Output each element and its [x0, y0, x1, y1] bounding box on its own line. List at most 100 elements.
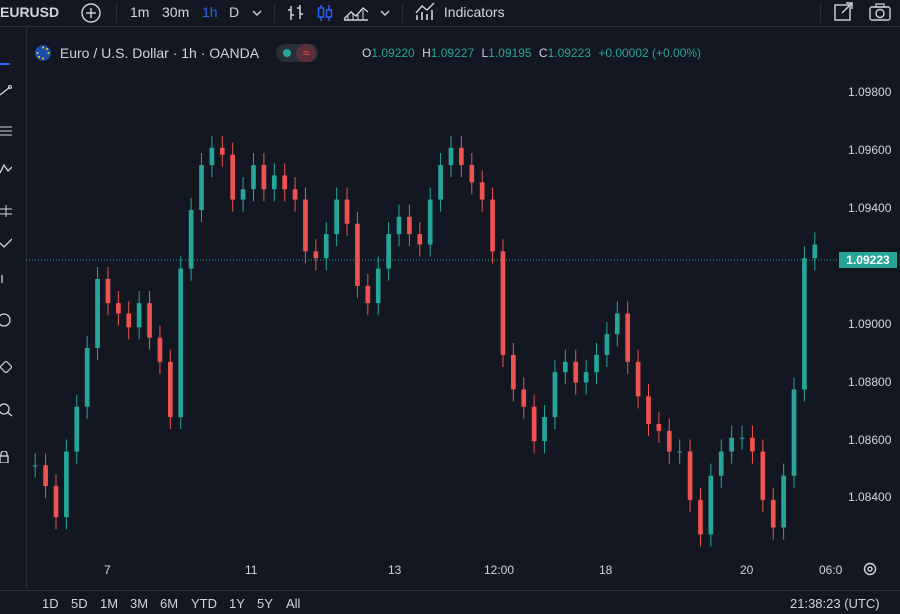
candle-down[interactable] [344, 199, 350, 224]
candle-down[interactable] [261, 165, 267, 190]
bar-chart-button[interactable] [286, 0, 306, 26]
candle-down[interactable] [459, 147, 464, 166]
brush-tool-icon[interactable] [0, 273, 12, 285]
candle-up[interactable] [604, 334, 610, 355]
settings-gear-icon[interactable] [862, 561, 878, 577]
candle-up[interactable] [791, 389, 797, 476]
candle-up[interactable] [199, 165, 204, 210]
candle-up[interactable] [583, 372, 589, 383]
symbol-search[interactable]: EURUSD [0, 4, 60, 20]
screenshot-button[interactable] [868, 0, 892, 26]
candle-up[interactable] [271, 175, 277, 190]
candle-down[interactable] [687, 451, 693, 500]
candle-down[interactable] [157, 337, 163, 362]
candle-up[interactable] [251, 165, 256, 190]
candle-down[interactable] [43, 465, 48, 487]
candle-up[interactable] [729, 437, 734, 452]
range-5d[interactable]: 5D [71, 596, 88, 611]
candle-down[interactable] [490, 199, 495, 252]
candle-up[interactable] [74, 406, 80, 452]
candle-down[interactable] [53, 486, 59, 518]
price-chart[interactable] [26, 27, 838, 562]
candle-up[interactable] [209, 147, 215, 166]
candle-down[interactable] [355, 223, 360, 286]
crosshair-tool[interactable] [0, 63, 10, 65]
candle-down[interactable] [303, 199, 308, 252]
candle-up[interactable] [448, 147, 454, 166]
candle-up[interactable] [427, 199, 433, 245]
interval-d[interactable]: D [229, 4, 240, 20]
range-ytd[interactable]: YTD [191, 596, 217, 611]
fib-tool-icon[interactable] [0, 125, 12, 137]
range-6m[interactable]: 6M [160, 596, 179, 611]
candle-down[interactable] [126, 313, 132, 328]
area-chart-button[interactable] [342, 0, 370, 26]
candle-down[interactable] [635, 361, 641, 397]
candle-up[interactable] [781, 475, 786, 528]
candle-down[interactable] [105, 278, 111, 304]
candle-down[interactable] [282, 175, 288, 190]
candle-down[interactable] [167, 361, 173, 418]
candle-up[interactable] [802, 258, 807, 390]
zoom-tool-icon[interactable] [0, 361, 12, 373]
range-1d[interactable]: 1D [42, 596, 59, 611]
candle-down[interactable] [500, 251, 506, 355]
compare-symbol-button[interactable] [80, 0, 102, 26]
range-1m[interactable]: 1M [100, 596, 119, 611]
interval-30m[interactable]: 30m [162, 4, 190, 20]
candle-up[interactable] [718, 451, 724, 476]
interval-dropdown[interactable] [250, 0, 264, 26]
candle-down[interactable] [531, 406, 537, 442]
market-status-badge[interactable]: ≈ [276, 44, 319, 62]
candle-down[interactable] [750, 437, 755, 452]
trendline-tool-icon[interactable] [0, 85, 12, 97]
candle-down[interactable] [770, 499, 776, 528]
candle-down[interactable] [469, 165, 475, 183]
candle-up[interactable] [739, 437, 745, 439]
pattern-tool-icon[interactable] [0, 163, 12, 175]
candle-down[interactable] [521, 389, 527, 407]
candle-down[interactable] [417, 234, 423, 245]
candle-down[interactable] [407, 216, 412, 235]
candle-up[interactable] [562, 361, 568, 373]
interval-1h-active[interactable]: 1h [202, 4, 218, 20]
lock-tool-icon[interactable] [0, 451, 12, 463]
candles-chart-button[interactable] [315, 0, 335, 26]
candle-up[interactable] [396, 216, 402, 235]
candle-down[interactable] [147, 303, 152, 338]
candle-down[interactable] [760, 451, 766, 500]
check-tool-icon[interactable] [0, 237, 12, 249]
measure-tool-icon[interactable] [0, 313, 14, 327]
candle-down[interactable] [666, 430, 672, 452]
candle-down[interactable] [292, 189, 298, 200]
candle-down[interactable] [646, 396, 651, 424]
magnifier-icon[interactable] [0, 403, 14, 417]
range-all[interactable]: All [286, 596, 301, 611]
prediction-tool-icon[interactable] [0, 205, 12, 217]
candle-down[interactable] [625, 313, 631, 362]
candle-up[interactable] [614, 313, 620, 335]
candle-down[interactable] [116, 303, 121, 314]
candle-down[interactable] [365, 285, 371, 304]
candle-up[interactable] [323, 234, 329, 259]
candle-down[interactable] [573, 361, 579, 383]
candle-up[interactable] [677, 451, 683, 453]
candle-down[interactable] [479, 182, 485, 200]
interval-1m[interactable]: 1m [130, 4, 150, 20]
range-5y[interactable]: 5Y [257, 596, 273, 611]
candle-up[interactable] [708, 475, 714, 535]
candle-down[interactable] [698, 499, 703, 535]
candle-up[interactable] [375, 268, 381, 304]
candle-up[interactable] [552, 372, 558, 418]
timezone-clock[interactable]: 21:38:23 (UTC) [790, 596, 880, 611]
range-1y[interactable]: 1Y [229, 596, 245, 611]
indicators-button[interactable]: Indicators [414, 0, 505, 26]
candle-up[interactable] [64, 451, 69, 518]
candle-up[interactable] [438, 165, 443, 200]
candle-up[interactable] [594, 354, 599, 373]
candle-up[interactable] [812, 244, 818, 259]
fullscreen-button[interactable] [832, 0, 854, 26]
candle-up[interactable] [95, 278, 100, 348]
candle-up[interactable] [188, 209, 194, 269]
candle-down[interactable] [511, 354, 516, 390]
